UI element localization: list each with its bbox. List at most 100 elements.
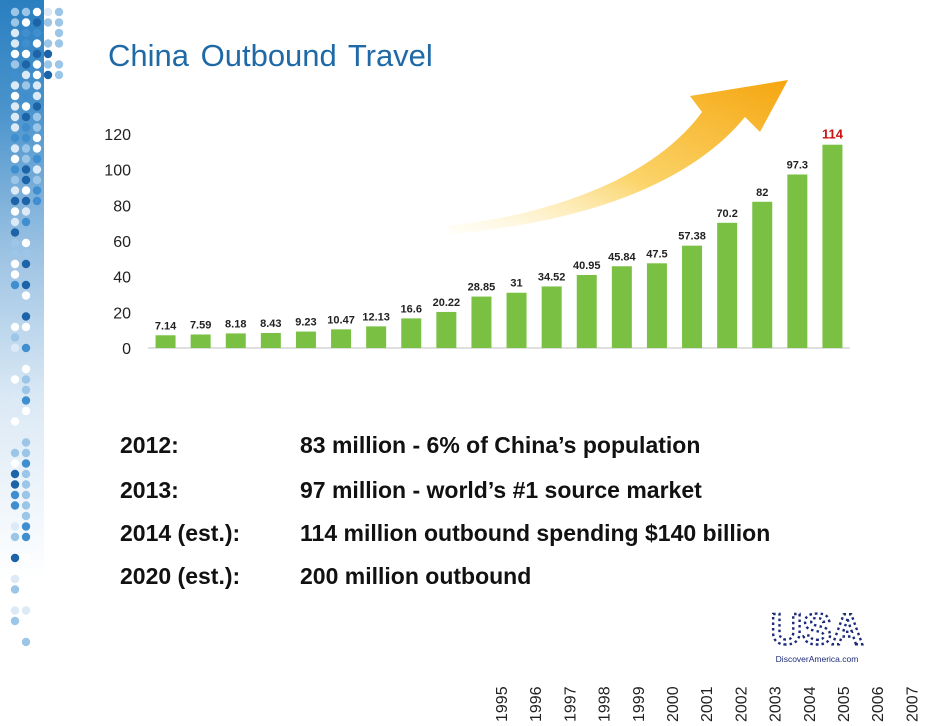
sidebar-dot [21,60,31,69]
sidebar-dot [21,312,31,321]
sidebar-dot [21,238,31,248]
bar-value-label: 45.84 [608,251,636,263]
bar [401,318,422,348]
sidebar-dot [10,574,20,584]
bar [646,263,667,348]
sidebar-dot [43,18,53,27]
sidebar-dot [10,249,20,258]
sidebar-dot [21,511,31,521]
y-tick-label: 20 [113,305,131,322]
sidebar-dot [32,112,42,122]
sidebar-dot [43,39,53,48]
y-tick-label: 40 [113,270,131,287]
sidebar-dot [21,144,31,153]
bar [331,329,352,348]
y-tick-label: 80 [113,198,131,215]
sidebar-dot [10,259,20,269]
bar-value-label: 7.59 [190,319,211,331]
sidebar-dot [10,280,20,290]
sidebar-dot [21,406,31,416]
bar-value-label: 12.13 [362,311,390,323]
sidebar-dot [54,28,64,38]
sidebar-dot [21,154,31,164]
sidebar-dot [10,375,20,384]
sidebar-dot [21,123,31,132]
sidebar-dot [10,112,20,122]
sidebar-dot [21,102,31,111]
logo-tagline: DiscoverAmerica.com [776,654,859,664]
sidebar-dot [10,186,20,195]
sidebar-dot [21,175,31,185]
sidebar-dot [21,459,31,468]
bar-value-label: 28.85 [468,282,496,294]
bar [225,333,246,348]
sidebar-dot [21,438,31,447]
sidebar-dot [10,49,20,59]
bar [190,334,211,348]
x-tick-label: 2003 [768,686,785,722]
sidebar-dot [21,480,31,489]
bar [682,245,703,348]
sidebar-dot [10,333,20,342]
sidebar-dot [10,91,20,101]
sidebar-dot [10,585,20,594]
sidebar-dot [10,606,20,615]
sidebar-dot [10,70,20,80]
bar [717,222,738,348]
sidebar-dot [10,406,20,416]
sidebar-dot [10,28,20,38]
x-tick-label: 2001 [699,686,716,722]
sidebar-dot [21,259,31,269]
bar-value-label: 8.18 [225,318,246,330]
sidebar-dot [21,637,31,647]
stat-text: 83 million - 6% of China’s population [300,432,701,458]
sidebar-dot [21,364,31,374]
y-tick-label: 60 [113,234,131,251]
sidebar-dot [43,7,53,17]
bar [260,332,281,348]
slide-title: China Outbound Travel [108,38,433,73]
bar-value-label: 97.3 [787,159,808,171]
sidebar-dot [21,28,31,38]
bar-value-label: 47.5 [646,248,667,260]
bar [822,144,843,348]
sidebar-dot [21,469,31,479]
bar [787,174,808,348]
bar [576,274,597,348]
sidebar-dot [10,196,20,206]
growth-arrow [448,80,788,234]
sidebar-dot [21,165,31,174]
bar-value-label: 114 [822,127,844,142]
sidebar-dot [10,154,20,164]
sidebar-dot [21,91,31,101]
sidebar-dot [10,480,20,489]
sidebar-dot [21,343,31,353]
sidebar-dot [32,18,42,27]
x-tick-label: 2007 [904,686,921,722]
x-tick-label: 2002 [733,686,750,722]
sidebar-dot [10,270,20,279]
sidebar-dot [10,564,20,573]
sidebar-dot [21,322,31,332]
sidebar-dot [21,186,31,195]
sidebar-dot [32,81,42,90]
sidebar-dot [21,490,31,500]
sidebar-dot [10,396,20,405]
x-tick-label: 1999 [631,686,648,722]
logo-mark: USA [771,605,864,654]
sidebar-dot [32,165,42,174]
bar-value-label: 20.22 [433,297,461,309]
sidebar-dot [10,417,20,426]
sidebar-dot [32,91,42,101]
sidebar-dot [32,7,42,17]
sidebar-dot [10,207,20,216]
sidebar-dot [21,501,31,510]
bar [471,296,492,348]
sidebar-dot [10,60,20,69]
sidebar-dot [32,154,42,164]
y-tick-label: 0 [122,341,131,358]
sidebar-dot [32,133,42,143]
sidebar-dot [21,18,31,27]
sidebar-dot [21,133,31,143]
